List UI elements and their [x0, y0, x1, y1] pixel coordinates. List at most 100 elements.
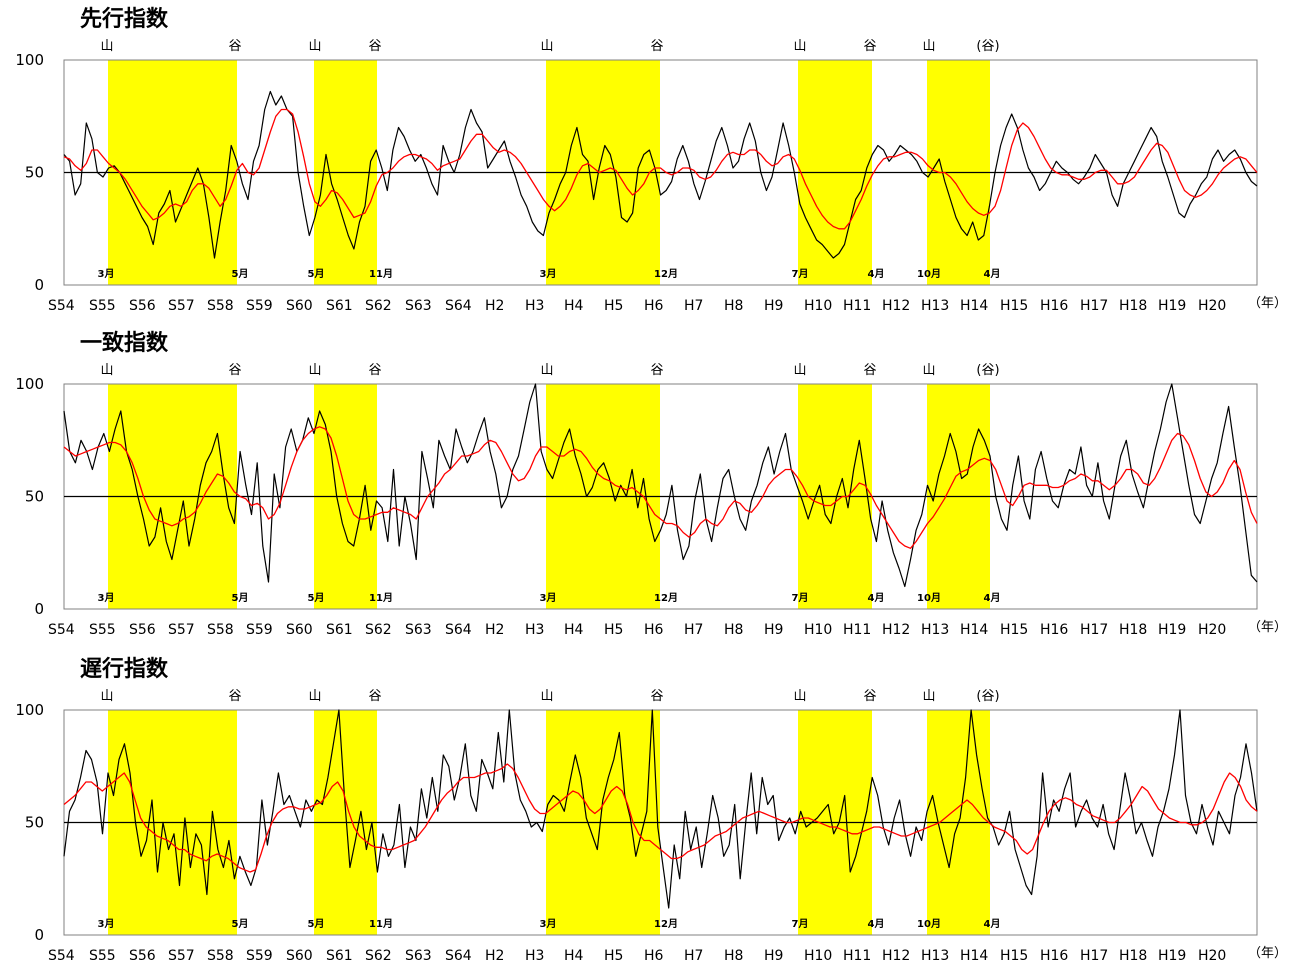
band-start-month-label: 10月 [917, 918, 941, 930]
x-tick-label: H4 [564, 298, 584, 314]
x-tick-label: H6 [644, 948, 664, 964]
x-tick-label: H20 [1198, 948, 1226, 964]
x-tick-label: H13 [921, 298, 949, 314]
x-tick-label: H12 [882, 298, 910, 314]
x-tick-label: H15 [1000, 298, 1028, 314]
x-tick-label: H2 [485, 622, 504, 638]
band-end-month-label: 5月 [232, 268, 249, 280]
x-unit-label: （年） [1248, 620, 1287, 635]
x-tick-label: H16 [1040, 298, 1068, 314]
band-start-month-label: 10月 [917, 592, 941, 604]
peak-trough-label: 谷 [863, 363, 876, 378]
x-tick-label: H16 [1040, 622, 1068, 638]
band-start-month-label: 3月 [98, 918, 115, 930]
peak-trough-label: 谷 [650, 363, 663, 378]
x-tick-label: H5 [604, 298, 623, 314]
band-end-month-label: 4月 [868, 592, 885, 604]
y-tick-label: 0 [34, 600, 44, 618]
index-series-line [63, 709, 1258, 909]
band-start-month-label: 7月 [792, 268, 809, 280]
x-tick-label: S61 [326, 298, 353, 314]
x-tick-label: S54 [48, 298, 75, 314]
peak-trough-label: 谷 [368, 689, 381, 704]
band-start-month-label: 7月 [792, 592, 809, 604]
y-tick-label: 0 [34, 276, 44, 294]
x-tick-label: S60 [286, 622, 313, 638]
x-tick-label: H17 [1080, 622, 1108, 638]
x-tick-label: S63 [405, 298, 432, 314]
x-tick-label: H9 [764, 622, 783, 638]
x-tick-label: H18 [1119, 622, 1147, 638]
x-tick-label: H12 [882, 622, 910, 638]
x-tick-label: H7 [684, 622, 703, 638]
peak-trough-label: (谷) [976, 689, 999, 704]
peak-trough-label: 谷 [228, 39, 241, 54]
band-end-month-label: 4月 [984, 268, 1001, 280]
x-tick-label: S55 [89, 622, 116, 638]
index-series-line [63, 383, 1258, 588]
x-tick-label: H19 [1158, 622, 1186, 638]
band-start-month-label: 10月 [917, 268, 941, 280]
x-tick-label: S64 [445, 948, 472, 964]
peak-trough-label: 谷 [650, 39, 663, 54]
x-tick-label: H15 [1000, 948, 1028, 964]
x-tick-label: H17 [1080, 298, 1108, 314]
x-tick-label: H6 [644, 298, 664, 314]
x-tick-label: S55 [89, 298, 116, 314]
chart-title: 先行指数 [80, 6, 169, 32]
band-end-month-label: 12月 [654, 592, 678, 604]
x-tick-label: H11 [843, 622, 871, 638]
x-tick-label: H8 [724, 948, 743, 964]
x-tick-label: S62 [365, 298, 392, 314]
x-tick-label: H4 [564, 948, 584, 964]
x-tick-label: H11 [843, 298, 871, 314]
x-tick-label: H9 [764, 298, 783, 314]
y-tick-label: 50 [25, 488, 44, 506]
x-tick-label: H18 [1119, 948, 1147, 964]
y-tick-label: 100 [15, 51, 44, 69]
x-tick-label: S64 [445, 622, 472, 638]
index-series-line [63, 90, 1258, 259]
band-start-month-label: 3月 [540, 268, 557, 280]
x-tick-label: S63 [405, 622, 432, 638]
band-end-month-label: 12月 [654, 268, 678, 280]
x-tick-label: H10 [804, 622, 832, 638]
band-end-month-label: 11月 [369, 918, 393, 930]
x-tick-label: H5 [604, 948, 623, 964]
band-start-month-label: 5月 [308, 918, 325, 930]
x-tick-label: S59 [246, 622, 273, 638]
x-tick-label: H13 [921, 948, 949, 964]
band-start-month-label: 5月 [308, 268, 325, 280]
peak-trough-label: 山 [308, 363, 321, 378]
x-tick-label: H2 [485, 298, 504, 314]
x-tick-label: H14 [960, 948, 988, 964]
peak-trough-label: 谷 [650, 689, 663, 704]
peak-trough-label: 山 [540, 39, 553, 54]
peak-trough-label: 谷 [863, 39, 876, 54]
band-start-month-label: 3月 [540, 592, 557, 604]
x-tick-label: H2 [485, 948, 504, 964]
x-tick-label: H19 [1158, 298, 1186, 314]
peak-trough-label: 山 [922, 39, 935, 54]
x-tick-label: S54 [48, 622, 75, 638]
x-tick-label: S58 [207, 948, 234, 964]
x-tick-label: H12 [882, 948, 910, 964]
chart-title: 遅行指数 [80, 656, 169, 682]
x-tick-label: H13 [921, 622, 949, 638]
x-tick-label: H8 [724, 298, 743, 314]
x-tick-label: H7 [684, 298, 703, 314]
band-end-month-label: 4月 [868, 268, 885, 280]
x-tick-label: S60 [286, 298, 313, 314]
x-tick-label: H4 [564, 622, 584, 638]
x-tick-label: S62 [365, 622, 392, 638]
x-tick-label: H5 [604, 622, 623, 638]
peak-trough-label: 山 [100, 689, 113, 704]
x-tick-label: S55 [89, 948, 116, 964]
x-tick-label: H19 [1158, 948, 1186, 964]
x-tick-label: H14 [960, 298, 988, 314]
band-start-month-label: 3月 [98, 592, 115, 604]
peak-trough-label: 山 [922, 689, 935, 704]
chart-panel-1: 先行指数 3月 5月 5月 11月 3月 12月 7月 4月 10月 4月 0 50 100 山 谷 山 谷 山 谷 山… [15, 6, 1287, 314]
band-end-month-label: 11月 [369, 268, 393, 280]
